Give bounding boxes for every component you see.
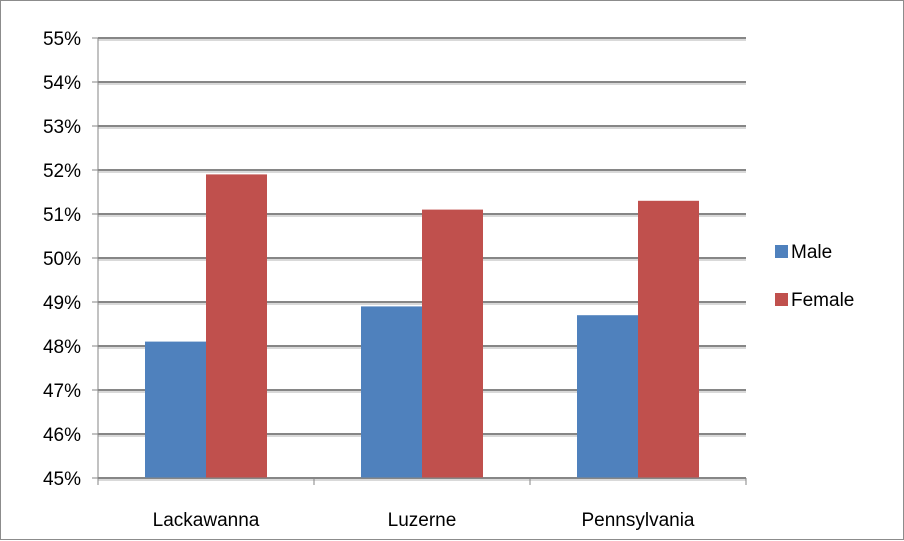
bar-male-lackawanna	[145, 341, 206, 478]
y-tick-labels: 45% 46% 47% 48% 49% 50% 51% 52% 53% 54% 55%	[43, 29, 81, 490]
bar-female-lackawanna	[206, 174, 267, 478]
x-tick-label: Lackawanna	[153, 510, 260, 531]
y-tick-label: 48%	[43, 337, 81, 358]
legend-swatch-female	[775, 293, 788, 306]
y-tick-label: 54%	[43, 73, 81, 94]
bar-male-luzerne	[361, 306, 422, 478]
y-tick-label: 46%	[43, 425, 81, 446]
bar-female-pennsylvania	[638, 200, 699, 479]
x-tick-labels: Lackawanna Luzerne Pennsylvania	[153, 510, 695, 531]
legend-swatch-male	[775, 245, 788, 258]
y-tick-label: 49%	[43, 293, 81, 314]
bar-male-pennsylvania	[577, 315, 638, 478]
x-tick-label: Luzerne	[388, 510, 457, 531]
bars	[145, 174, 699, 479]
y-tick-label: 55%	[43, 29, 81, 50]
axes	[92, 37, 747, 485]
bar-female-luzerne	[422, 209, 483, 478]
y-tick-label: 51%	[43, 205, 81, 226]
legend: Male Female	[775, 242, 854, 311]
x-tick-label: Pennsylvania	[581, 510, 694, 531]
y-tick-label: 53%	[43, 117, 81, 138]
y-tick-label: 47%	[43, 381, 81, 402]
y-tick-label: 52%	[43, 161, 81, 182]
y-tick-label: 45%	[43, 469, 81, 490]
legend-label-male: Male	[791, 242, 832, 263]
y-tick-label: 50%	[43, 249, 81, 270]
legend-label-female: Female	[791, 290, 854, 311]
